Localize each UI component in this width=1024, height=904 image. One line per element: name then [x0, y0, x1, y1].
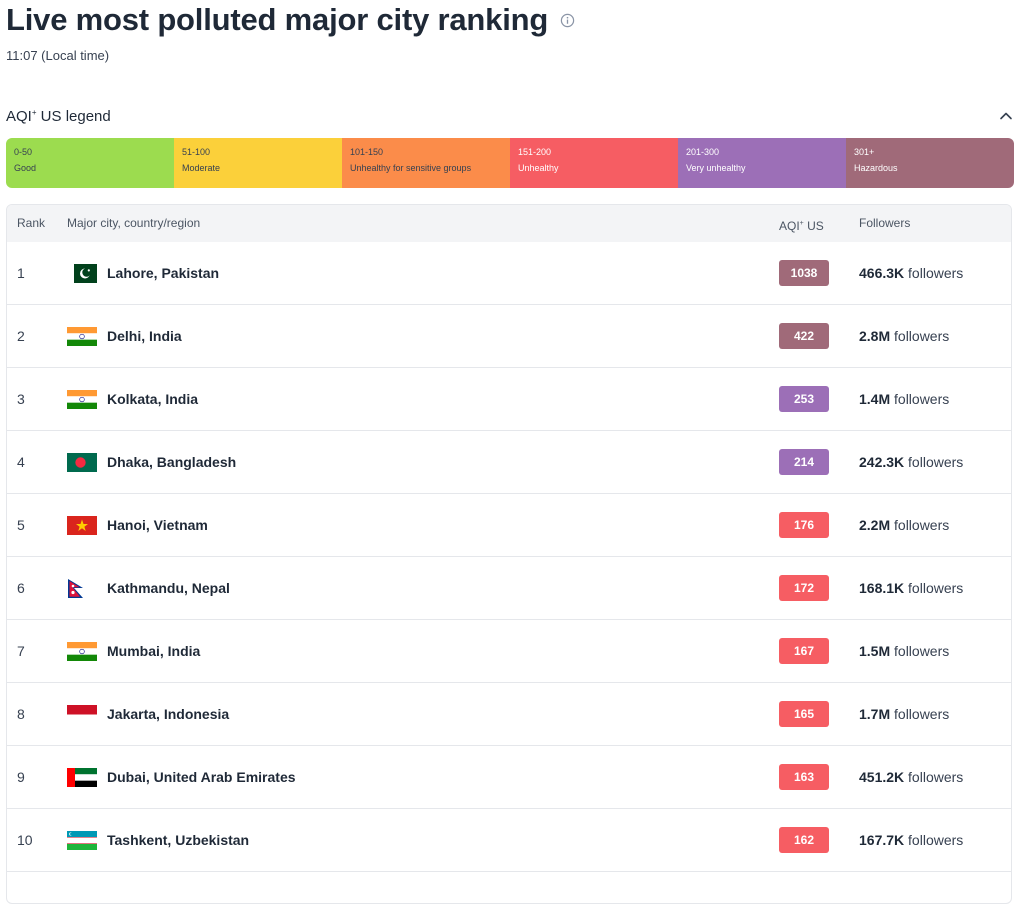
- ranking-table: Rank Major city, country/region AQI+ US …: [6, 204, 1012, 904]
- header-rank[interactable]: Rank: [17, 216, 46, 230]
- legend-range: 101-150: [350, 147, 384, 157]
- aqi-badge: 176: [779, 512, 829, 538]
- legend-label: Unhealthy: [518, 163, 559, 173]
- table-row[interactable]: 1 Lahore, Pakistan 1038 466.3K followers: [7, 242, 1011, 305]
- city-link[interactable]: Mumbai, India: [107, 643, 201, 659]
- table-row[interactable]: 5 Hanoi, Vietnam 176 2.2M followers: [7, 494, 1011, 557]
- indonesia-flag-icon: [67, 705, 97, 724]
- followers-cell: 167.7K followers: [859, 832, 964, 848]
- aqi-badge: 422: [779, 323, 829, 349]
- table-header: Rank Major city, country/region AQI+ US …: [7, 205, 1011, 242]
- page-title: Live most polluted major city ranking: [6, 2, 549, 37]
- aqi-badge: 167: [779, 638, 829, 664]
- rank-cell: 9: [17, 769, 25, 785]
- pakistan-flag-icon: [67, 264, 97, 283]
- chevron-up-icon[interactable]: [998, 108, 1014, 124]
- followers-cell: 466.3K followers: [859, 265, 964, 281]
- table-row[interactable]: 4 Dhaka, Bangladesh 214 242.3K followers: [7, 431, 1011, 494]
- local-time: 11:07 (Local time): [6, 48, 110, 63]
- nepal-flag-icon: [67, 579, 97, 598]
- india-flag-icon: [67, 642, 97, 661]
- rank-cell: 5: [17, 517, 25, 533]
- table-row[interactable]: 3 Kolkata, India 253 1.4M followers: [7, 368, 1011, 431]
- legend-range: 301+: [854, 147, 875, 157]
- legend-segment-moderate: 51-100 Moderate: [174, 138, 342, 188]
- table-row[interactable]: 10 Tashkent, Uzbekistan 162 167.7K follower…: [7, 809, 1011, 872]
- followers-cell: 2.8M followers: [859, 328, 950, 344]
- bangladesh-flag-icon: [67, 453, 97, 472]
- rank-cell: 6: [17, 580, 25, 596]
- followers-cell: 1.5M followers: [859, 643, 950, 659]
- rank-cell: 1: [17, 265, 25, 281]
- followers-cell: 168.1K followers: [859, 580, 964, 596]
- legend-label: Good: [14, 163, 37, 173]
- legend-label: Moderate: [182, 163, 221, 173]
- rank-cell: 2: [17, 328, 25, 344]
- followers-cell: 242.3K followers: [859, 454, 964, 470]
- table-body: 1 Lahore, Pakistan 1038 466.3K followers 2 De…: [7, 242, 1011, 872]
- rank-cell: 8: [17, 706, 25, 722]
- legend-range: 201-300: [686, 147, 720, 157]
- legend-range: 151-200: [518, 147, 552, 157]
- followers-cell: 1.7M followers: [859, 706, 950, 722]
- header-aqi[interactable]: AQI+ US: [779, 219, 824, 233]
- legend-title: AQI+ US legend: [6, 107, 111, 125]
- aqi-badge: 1038: [779, 260, 829, 286]
- city-link[interactable]: Kolkata, India: [107, 391, 199, 407]
- title-row: Live most polluted major city ranking: [6, 0, 575, 40]
- table-row[interactable]: 8 Jakarta, Indonesia 165 1.7M followers: [7, 683, 1011, 746]
- legend-segment-very-unhealthy: 201-300 Very unhealthy: [678, 138, 846, 188]
- aqi-legend-bar: 0-50 Good 51-100 Moderate 101-150 Unheal…: [6, 138, 1014, 188]
- city-link[interactable]: Dhaka, Bangladesh: [107, 454, 237, 470]
- city-link[interactable]: Jakarta, Indonesia: [107, 706, 230, 722]
- table-row[interactable]: 9 Dubai, United Arab Emirates 163 451.2K fo…: [7, 746, 1011, 809]
- legend-range: 0-50: [14, 147, 33, 157]
- city-link[interactable]: Hanoi, Vietnam: [107, 517, 208, 533]
- city-link[interactable]: Tashkent, Uzbekistan: [107, 832, 250, 848]
- legend-range: 51-100: [182, 147, 211, 157]
- rank-cell: 7: [17, 643, 25, 659]
- ranking-page: Live most polluted major city ranking 11…: [6, 0, 1014, 904]
- uae-flag-icon: [67, 768, 97, 787]
- city-link[interactable]: Delhi, India: [107, 328, 182, 344]
- city-link[interactable]: Lahore, Pakistan: [107, 265, 220, 281]
- legend-segment-good: 0-50 Good: [6, 138, 174, 188]
- aqi-badge: 214: [779, 449, 829, 475]
- info-icon[interactable]: [560, 13, 575, 28]
- rank-cell: 3: [17, 391, 25, 407]
- aqi-badge: 163: [779, 764, 829, 790]
- legend-header[interactable]: AQI+ US legend: [6, 106, 1014, 126]
- india-flag-icon: [67, 327, 97, 346]
- legend-label: Unhealthy for sensitive groups: [350, 163, 472, 173]
- city-link[interactable]: Dubai, United Arab Emirates: [107, 769, 296, 785]
- legend-segment-unhealthy: 151-200 Unhealthy: [510, 138, 678, 188]
- aqi-badge: 165: [779, 701, 829, 727]
- header-followers[interactable]: Followers: [859, 216, 911, 230]
- followers-cell: 1.4M followers: [859, 391, 950, 407]
- aqi-badge: 253: [779, 386, 829, 412]
- legend-segment-hazardous: 301+ Hazardous: [846, 138, 1014, 188]
- vietnam-flag-icon: [67, 516, 97, 535]
- legend-label: Hazardous: [854, 163, 898, 173]
- rank-cell: 10: [17, 832, 33, 848]
- legend-label: Very unhealthy: [686, 163, 746, 173]
- table-row[interactable]: 2 Delhi, India 422 2.8M followers: [7, 305, 1011, 368]
- followers-cell: 2.2M followers: [859, 517, 950, 533]
- followers-cell: 451.2K followers: [859, 769, 964, 785]
- rank-cell: 4: [17, 454, 25, 470]
- table-row[interactable]: 7 Mumbai, India 167 1.5M followers: [7, 620, 1011, 683]
- india-flag-icon: [67, 390, 97, 409]
- table-row[interactable]: 6 Kathmandu, Nepal 172 168.1K followers: [7, 557, 1011, 620]
- aqi-badge: 162: [779, 827, 829, 853]
- header-city[interactable]: Major city, country/region: [67, 216, 201, 230]
- legend-segment-sensitive: 101-150 Unhealthy for sensitive groups: [342, 138, 510, 188]
- aqi-badge: 172: [779, 575, 829, 601]
- uzbekistan-flag-icon: [67, 831, 97, 850]
- city-link[interactable]: Kathmandu, Nepal: [107, 580, 230, 596]
